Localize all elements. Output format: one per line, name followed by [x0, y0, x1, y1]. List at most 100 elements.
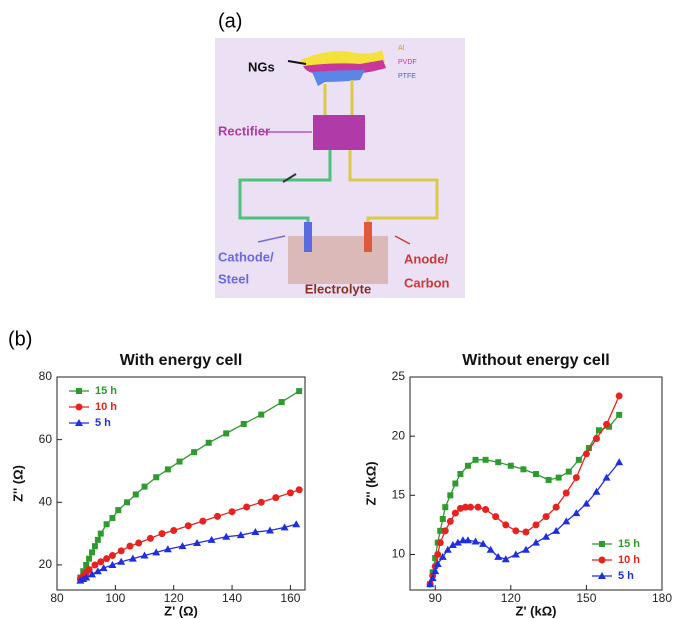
- marker: [545, 476, 552, 483]
- marker: [446, 517, 454, 525]
- x-axis-title: Z' (kΩ): [516, 603, 557, 618]
- marker: [482, 506, 490, 514]
- marker: [108, 552, 116, 560]
- series-line: [429, 414, 620, 585]
- marker: [91, 561, 99, 569]
- marker: [501, 555, 510, 563]
- series-line: [429, 461, 620, 585]
- marker: [117, 547, 125, 555]
- marker: [502, 521, 510, 529]
- marker: [572, 509, 581, 517]
- marker: [115, 507, 122, 514]
- marker: [495, 459, 502, 466]
- marker: [552, 526, 561, 534]
- series-line: [429, 395, 620, 585]
- rectifier-box: [313, 115, 365, 150]
- plot-frame: [56, 376, 306, 591]
- marker: [257, 498, 265, 506]
- marker: [228, 508, 236, 516]
- marker: [213, 512, 221, 520]
- chart-title: With energy cell: [120, 352, 243, 369]
- marker: [94, 536, 101, 543]
- marker: [592, 487, 601, 495]
- marker: [88, 570, 97, 578]
- marker: [178, 542, 187, 550]
- marker: [109, 514, 116, 521]
- y-tick-label: 60: [39, 432, 53, 446]
- marker: [184, 522, 192, 530]
- marker: [438, 552, 447, 560]
- diagram-label: Electrolyte: [305, 281, 371, 296]
- marker: [532, 538, 540, 546]
- marker: [439, 516, 446, 522]
- marker: [243, 503, 251, 511]
- panel-label: (b): [8, 328, 32, 350]
- marker: [522, 528, 530, 536]
- marker: [458, 536, 467, 544]
- marker: [512, 527, 520, 535]
- marker: [83, 561, 90, 568]
- legend-label: 10 h: [618, 554, 640, 566]
- marker: [258, 411, 265, 418]
- marker: [124, 499, 131, 506]
- series-line: [79, 390, 300, 578]
- marker: [272, 494, 280, 502]
- legend-label: 15 h: [618, 538, 640, 550]
- marker: [596, 427, 602, 434]
- marker: [207, 535, 216, 543]
- marker: [85, 566, 93, 574]
- marker: [163, 545, 172, 553]
- marker: [97, 530, 104, 537]
- marker: [486, 545, 495, 553]
- marker: [292, 520, 301, 528]
- y-tick-label: 15: [392, 488, 406, 502]
- marker: [205, 439, 212, 446]
- legend-marker: [75, 419, 83, 426]
- marker: [97, 558, 105, 566]
- x-tick-label: 150: [576, 591, 596, 605]
- marker: [582, 450, 590, 458]
- marker: [511, 550, 520, 558]
- y-tick-label: 40: [39, 494, 53, 508]
- marker: [223, 430, 230, 437]
- marker: [240, 420, 247, 427]
- marker: [582, 499, 591, 507]
- marker: [466, 503, 474, 511]
- marker: [532, 521, 540, 529]
- marker: [437, 527, 444, 534]
- marker: [128, 554, 137, 562]
- marker: [132, 491, 139, 498]
- marker: [542, 532, 551, 540]
- marker: [158, 530, 166, 538]
- arrow: [394, 235, 411, 245]
- y-axis-title: Z'' (kΩ): [363, 461, 378, 505]
- wire: [323, 80, 354, 115]
- marker: [170, 526, 178, 534]
- marker: [482, 456, 489, 463]
- marker: [199, 517, 207, 525]
- marker: [286, 489, 294, 497]
- ptfe-layer: [312, 70, 365, 86]
- legend-marker: [75, 403, 83, 411]
- marker: [602, 473, 611, 481]
- marker: [193, 539, 202, 547]
- marker: [89, 549, 96, 556]
- legend-marker: [598, 556, 606, 564]
- y-tick-label: 25: [392, 369, 406, 383]
- legend-label: 15 h: [95, 385, 117, 397]
- marker: [585, 445, 592, 451]
- marker: [471, 537, 480, 545]
- marker: [562, 489, 570, 497]
- marker: [135, 539, 143, 547]
- marker: [295, 486, 303, 494]
- marker: [191, 449, 198, 456]
- marker: [492, 513, 500, 521]
- marker: [448, 541, 457, 549]
- marker: [433, 559, 442, 567]
- plot-frame: [409, 376, 663, 591]
- marker: [451, 509, 459, 517]
- marker: [432, 555, 439, 562]
- x-tick-label: 180: [652, 591, 672, 605]
